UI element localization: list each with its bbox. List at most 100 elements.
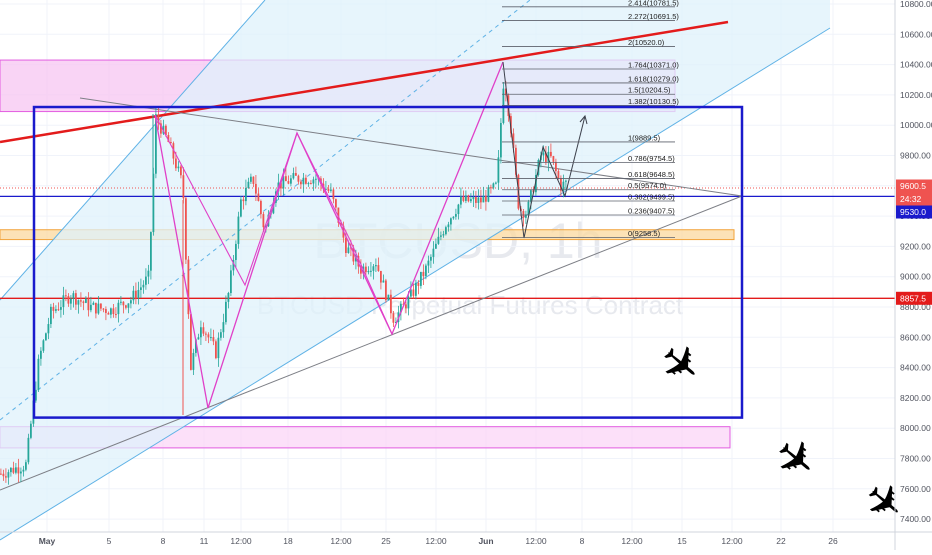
candle-body — [332, 189, 335, 200]
candle-body — [167, 135, 170, 143]
time-tick-label: 12:00 — [230, 536, 252, 546]
candle-body — [415, 282, 417, 296]
candle-body — [287, 181, 290, 184]
candle-body — [460, 196, 462, 205]
candle-body — [535, 174, 537, 193]
candle-body — [412, 289, 415, 296]
candle-body — [555, 161, 557, 172]
candle-body — [405, 304, 407, 309]
fib-level-label: 1.5(10204.5) — [628, 86, 671, 95]
fib-level-label: 0.382(9499.5) — [628, 193, 675, 202]
candle-body — [245, 188, 247, 202]
candle-body — [250, 176, 252, 182]
price-tick-label: 10000.00 — [900, 120, 932, 130]
fib-level-label: 2.414(10781.5) — [628, 0, 679, 7]
candle-body — [385, 280, 387, 301]
candle-body — [137, 289, 140, 299]
candle-body — [527, 201, 530, 215]
candle-body — [12, 467, 15, 473]
candle-body — [307, 183, 310, 185]
candle-body — [230, 270, 232, 294]
price-tick-label: 10200.00 — [900, 90, 932, 100]
price-label-last-price-bg — [896, 179, 932, 193]
candle-body — [45, 333, 47, 341]
fib-level-label: 0.5(9574.0) — [628, 181, 667, 190]
fib-level-label: 1.764(10371.0) — [628, 60, 679, 69]
candle-body — [530, 190, 532, 202]
candle-body — [92, 302, 95, 305]
candle-body — [225, 301, 227, 323]
candle-body — [180, 166, 182, 176]
candle-body — [127, 303, 130, 308]
candle-body — [85, 298, 87, 303]
candle-body — [400, 303, 402, 313]
blue-rectangle — [32, 105, 744, 419]
candle-body — [265, 226, 267, 228]
candle-body — [430, 256, 432, 261]
candle-body — [295, 173, 297, 176]
candle-body — [97, 303, 100, 314]
candle-body — [470, 199, 472, 202]
candle-body — [117, 302, 120, 315]
candle-body — [282, 176, 285, 189]
candle-body — [47, 324, 50, 334]
candle-body — [87, 298, 90, 311]
candle-body — [200, 327, 202, 338]
projected-path — [502, 61, 586, 239]
candle-body — [512, 133, 515, 148]
candle-body — [155, 114, 157, 174]
candle-body — [437, 236, 440, 244]
candle-body — [392, 313, 395, 323]
candle-body — [552, 156, 555, 162]
candle-body — [407, 296, 410, 309]
harmonic-pattern-inner — [154, 114, 393, 335]
time-tick-label: 12:00 — [721, 536, 743, 546]
candle-body — [35, 389, 37, 401]
candle-body — [560, 178, 562, 191]
candle-body — [305, 177, 307, 184]
candle-body — [330, 189, 332, 191]
candle-body — [5, 476, 7, 478]
price-tick-label: 7800.00 — [900, 454, 931, 464]
time-tick-label: 11 — [200, 536, 209, 546]
candle-body — [177, 166, 180, 169]
candle-body — [247, 181, 250, 189]
candle-body — [337, 207, 340, 223]
candle-body — [285, 176, 287, 182]
price-tick-label: 10400.00 — [900, 60, 932, 70]
candle-body — [67, 296, 70, 304]
candle-body — [75, 293, 77, 305]
fib-level-label: 2(10520.0) — [628, 38, 665, 47]
candle-body — [65, 295, 67, 297]
candle-body — [165, 125, 167, 136]
candle-body — [182, 175, 185, 199]
candle-body — [410, 289, 412, 297]
candle-body — [372, 266, 375, 271]
candle-body — [565, 180, 567, 182]
candle-body — [130, 300, 132, 304]
price-tick-label: 7400.00 — [900, 514, 931, 524]
candle-body — [160, 123, 162, 134]
candle-body — [22, 469, 25, 472]
candle-body — [0, 473, 2, 475]
price-tick-label: 8200.00 — [900, 393, 931, 403]
candle-body — [42, 340, 45, 351]
candle-body — [447, 224, 450, 228]
candle-body — [472, 197, 475, 200]
candle-body — [132, 290, 135, 301]
candle-body — [7, 472, 10, 478]
candle-body — [70, 298, 72, 304]
lower-magenta-zone — [0, 426, 731, 449]
candle-body — [365, 266, 367, 273]
candle-body — [340, 222, 342, 226]
time-tick-label: 12:00 — [525, 536, 547, 546]
candle-body — [482, 195, 485, 203]
candle-body — [150, 232, 152, 271]
candle-body — [467, 195, 470, 202]
candle-body — [192, 352, 195, 370]
fib-level-label: 2.272(10691.5) — [628, 12, 679, 21]
fib-level-label: 0.618(9648.5) — [628, 170, 675, 179]
candle-body — [187, 259, 190, 315]
